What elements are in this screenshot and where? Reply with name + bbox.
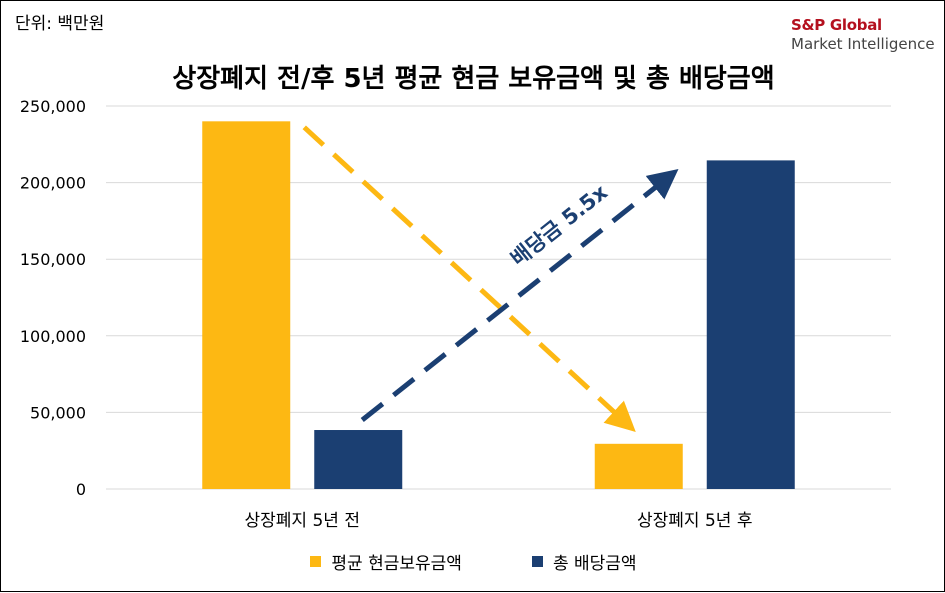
y-tick-label: 100,000 <box>20 327 86 346</box>
bar <box>202 121 291 489</box>
brand-logo: S&P Global Market Intelligence <box>791 16 935 54</box>
y-tick-label: 50,000 <box>30 403 86 422</box>
legend-label-dividend: 총 배당금액 <box>552 554 637 574</box>
chart-title: 상장폐지 전/후 5년 평균 현금 보유금액 및 총 배당금액 <box>172 64 775 94</box>
x-tick-label: 상장폐지 5년 후 <box>637 511 752 531</box>
cash-trend-arrow <box>302 125 636 432</box>
legend-item-dividend: 총 배당금액 <box>531 549 637 574</box>
legend-label-cash: 평균 현금보유금액 <box>331 554 462 574</box>
legend-swatch-cash <box>310 556 322 567</box>
legend-swatch-dividend <box>531 556 543 567</box>
brand-name: S&P Global <box>791 16 882 34</box>
y-tick-label: 150,000 <box>20 250 86 269</box>
brand-subtitle: Market Intelligence <box>791 35 935 53</box>
bars <box>202 121 795 490</box>
legend: 평균 현금보유금액 총 배당금액 <box>1 549 945 574</box>
unit-label: 단위: 백만원 <box>15 14 105 34</box>
y-tick-label: 200,000 <box>20 174 86 193</box>
y-tick-label: 0 <box>76 480 86 499</box>
annotation-dividend-multiple: 배당금 5.5x <box>506 180 612 271</box>
dividend-trend-arrow <box>360 169 679 422</box>
y-axis: 0 50,000 100,000 150,000 200,000 250,000 <box>20 97 86 499</box>
x-axis: 상장폐지 5년 전 상장폐지 5년 후 <box>245 511 753 531</box>
legend-item-cash: 평균 현금보유금액 <box>310 549 462 574</box>
annotations: 배당금 5.5x <box>302 125 679 432</box>
bar <box>314 430 403 489</box>
x-tick-label: 상장폐지 5년 전 <box>245 511 360 531</box>
y-tick-label: 250,000 <box>20 97 86 116</box>
bar <box>594 443 683 489</box>
bar <box>706 160 795 490</box>
